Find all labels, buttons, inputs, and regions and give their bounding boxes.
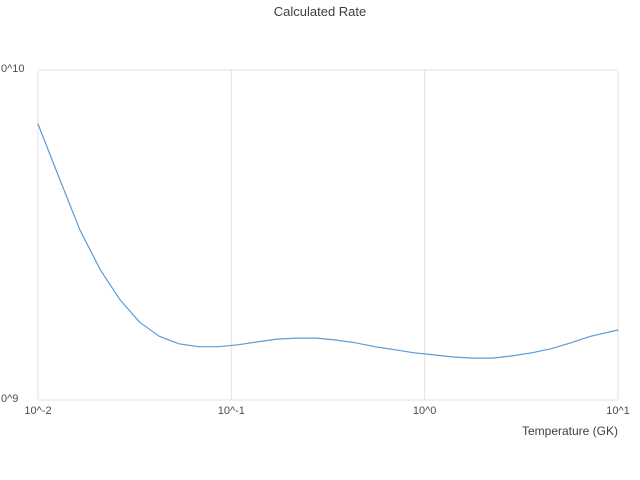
x-tick-label: 10^-2 bbox=[24, 405, 52, 417]
x-tick-label: 10^0 bbox=[412, 405, 437, 417]
x-tick-label: 10^-1 bbox=[217, 405, 245, 417]
rate-line-series bbox=[37, 123, 619, 359]
y-tick-label: 0^10 bbox=[1, 63, 25, 75]
y-tick-label: 0^9 bbox=[1, 393, 19, 405]
chart-title: Calculated Rate bbox=[273, 4, 367, 19]
x-axis-label: Temperature (GK) bbox=[521, 424, 618, 438]
x-tick-label: 10^1 bbox=[606, 405, 630, 417]
